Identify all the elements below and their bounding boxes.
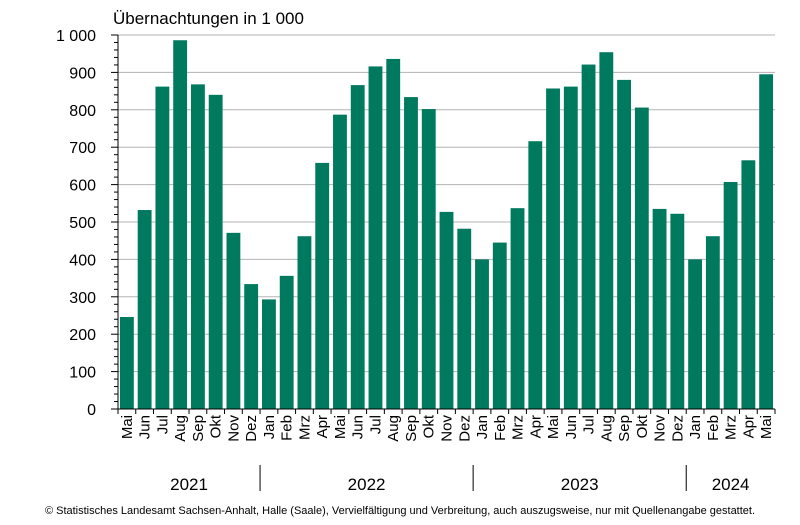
bar bbox=[475, 259, 489, 409]
x-tick-label: Nov bbox=[225, 415, 242, 442]
x-tick-label: Mai bbox=[119, 415, 136, 439]
x-tick-label: Aug bbox=[385, 415, 402, 442]
x-tick-label: Apr bbox=[740, 415, 757, 438]
year-label: 2022 bbox=[348, 475, 386, 494]
x-tick-label: Mrz bbox=[296, 415, 313, 440]
bar bbox=[723, 181, 738, 409]
bar bbox=[634, 107, 649, 409]
bar bbox=[652, 208, 667, 409]
x-tick-label: Okt bbox=[208, 414, 225, 438]
x-tick-label: Okt bbox=[421, 414, 438, 438]
y-tick-label: 400 bbox=[69, 252, 96, 269]
x-tick-label: Apr bbox=[527, 415, 544, 438]
x-tick-label: Jul bbox=[367, 415, 384, 434]
y-axis-label: Übernachtungen in 1 000 bbox=[113, 9, 304, 28]
x-tick-label: Dez bbox=[243, 415, 260, 442]
x-tick-label: Feb bbox=[492, 415, 509, 441]
y-tick-label: 900 bbox=[69, 65, 96, 82]
bar bbox=[492, 242, 507, 409]
bar bbox=[599, 52, 614, 409]
bar bbox=[119, 316, 134, 409]
bar bbox=[350, 85, 365, 409]
x-tick-label: Dez bbox=[456, 415, 473, 442]
bar bbox=[190, 84, 205, 410]
bar bbox=[208, 94, 223, 409]
bar bbox=[279, 275, 294, 409]
x-tick-label: Feb bbox=[705, 415, 722, 441]
x-tick-label: Apr bbox=[314, 415, 331, 438]
x-tick-label: Mai bbox=[332, 415, 349, 439]
year-label: 2021 bbox=[170, 475, 208, 494]
x-tick-label: Jun bbox=[350, 415, 367, 439]
bar bbox=[297, 236, 312, 409]
x-tick-label: Sep bbox=[403, 415, 420, 442]
y-tick-label: 800 bbox=[69, 103, 96, 120]
bar bbox=[705, 236, 720, 409]
bar bbox=[670, 213, 685, 409]
y-tick-label: 600 bbox=[69, 178, 96, 195]
bar bbox=[155, 86, 170, 409]
bar bbox=[581, 64, 596, 410]
bar bbox=[546, 88, 560, 410]
x-tick-label: Sep bbox=[190, 415, 207, 442]
bar bbox=[404, 97, 418, 410]
y-tick-label: 300 bbox=[69, 290, 96, 307]
bar bbox=[315, 162, 330, 409]
y-tick-label: 1 000 bbox=[56, 28, 96, 45]
bar bbox=[457, 228, 472, 409]
x-tick-label: Aug bbox=[172, 415, 189, 442]
x-tick-label: Mrz bbox=[723, 415, 740, 440]
bar bbox=[528, 141, 543, 409]
bar bbox=[688, 259, 703, 409]
bar bbox=[510, 208, 525, 409]
bar bbox=[137, 210, 152, 409]
x-tick-label: Jul bbox=[154, 415, 171, 434]
bar bbox=[173, 40, 188, 410]
x-tick-label: Sep bbox=[616, 415, 633, 442]
bar-chart: Übernachtungen in 1 000 0 100 200 300 400 500… bbox=[56, 9, 776, 494]
y-tick-label: 100 bbox=[69, 365, 96, 382]
bar bbox=[333, 114, 347, 410]
bar bbox=[226, 232, 241, 409]
x-tick-labels: Mai Jun Jul Aug Sep Okt Nov Dez Jan Feb Mrz Apr Mai J… bbox=[119, 414, 775, 442]
x-tick-label: Mrz bbox=[510, 415, 527, 440]
source-note: © Statistisches Landesamt Sachsen-Anhalt… bbox=[44, 505, 756, 517]
x-tick-label: Jun bbox=[137, 415, 154, 439]
year-labels: 2021 2022 2023 2024 bbox=[170, 465, 750, 494]
x-tick-label: Aug bbox=[598, 415, 615, 442]
y-tick-labels: 0 100 200 300 400 500 600 700 800 900 1 000 bbox=[56, 28, 96, 419]
bars bbox=[119, 40, 774, 410]
bar bbox=[368, 66, 383, 409]
bar bbox=[421, 109, 436, 409]
x-tick-label: Nov bbox=[439, 415, 456, 442]
year-label: 2024 bbox=[712, 475, 750, 494]
bar bbox=[386, 58, 401, 409]
axes bbox=[111, 34, 776, 414]
x-tick-label: Jul bbox=[581, 415, 598, 434]
bar bbox=[617, 79, 631, 409]
x-tick-label: Jan bbox=[474, 415, 491, 439]
y-tick-label: 200 bbox=[69, 327, 96, 344]
y-tick-label: 0 bbox=[87, 402, 96, 419]
bar bbox=[759, 74, 774, 410]
bar bbox=[563, 86, 578, 409]
bar bbox=[244, 284, 259, 409]
x-tick-label: Jan bbox=[687, 415, 704, 439]
x-tick-label: Jan bbox=[261, 415, 278, 439]
x-tick-label: Dez bbox=[669, 415, 686, 442]
x-tick-label: Jun bbox=[563, 415, 580, 439]
y-tick-label: 700 bbox=[69, 140, 96, 157]
bar bbox=[262, 299, 276, 409]
bar bbox=[439, 211, 454, 409]
x-tick-label: Mai bbox=[545, 415, 562, 439]
year-label: 2023 bbox=[561, 475, 599, 494]
x-tick-label: Nov bbox=[652, 415, 669, 442]
x-tick-label: Okt bbox=[634, 414, 651, 438]
x-tick-label: Feb bbox=[279, 415, 296, 441]
x-tick-label: Mai bbox=[758, 415, 775, 439]
y-tick-label: 500 bbox=[69, 215, 96, 232]
bar bbox=[741, 160, 756, 409]
